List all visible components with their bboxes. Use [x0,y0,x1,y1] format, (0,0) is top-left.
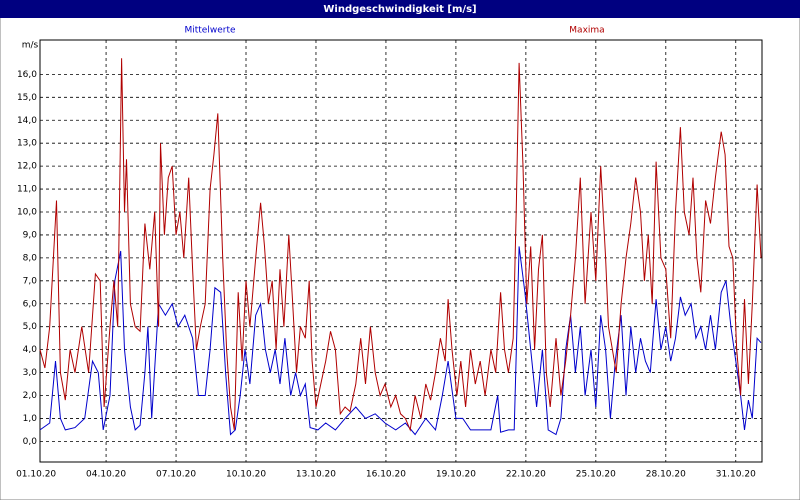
y-tick-label: 13,0 [17,139,37,149]
x-tick-label: 01.10.20 [16,470,56,480]
x-tick-label: 13.10.20 [296,470,336,480]
x-tick-label: 28.10.20 [646,470,686,480]
plot-frame [39,39,763,463]
x-tick-label: 10.10.20 [226,470,266,480]
legend-label: Mittelwerte [184,26,235,36]
line-series [39,246,762,436]
legend-label: Maxima [569,26,604,36]
x-tick-label: 04.10.20 [86,470,126,480]
y-tick-label: 2,0 [23,391,38,401]
title-bar [0,0,800,18]
y-tick-label: 7,0 [23,276,38,286]
y-tick-label: 15,0 [17,93,37,103]
y-tick-label: 3,0 [23,368,38,378]
y-tick-label: 5,0 [23,322,38,332]
y-axis-label: m/s [22,41,39,51]
y-tick-label: 4,0 [23,345,38,355]
y-tick-label: 16,0 [17,70,37,80]
y-tick-label: 11,0 [17,185,37,195]
y-tick-label: 6,0 [23,299,38,309]
x-tick-label: 16.10.20 [366,470,406,480]
y-tick-label: 10,0 [17,208,37,218]
x-tick-label: 31.10.20 [716,470,756,480]
x-tick-label: 19.10.20 [436,470,476,480]
y-tick-label: 14,0 [17,116,37,126]
x-tick-label: 22.10.20 [506,470,546,480]
y-tick-label: 8,0 [23,253,38,263]
x-tick-label: 07.10.20 [156,470,196,480]
x-tick-label: 25.10.20 [576,470,616,480]
chart-title: Windgeschwindigkeit [m/s] [323,4,476,15]
y-tick-label: 0,0 [23,437,38,447]
line-series [39,58,762,432]
y-tick-label: 1,0 [23,414,38,424]
y-tick-label: 9,0 [23,230,38,240]
y-tick-label: 12,0 [17,162,37,172]
